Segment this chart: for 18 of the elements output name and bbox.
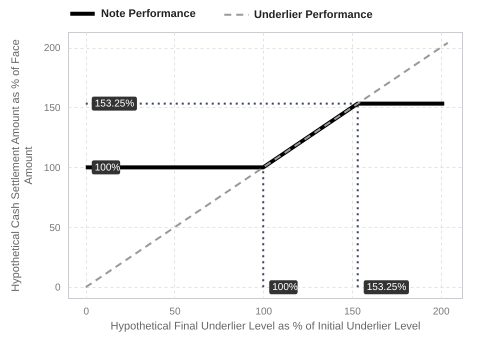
annotation: 153.25% [94, 98, 134, 110]
annotation: 100% [272, 282, 298, 294]
y-tick-label: 150 [44, 102, 61, 114]
y-tick-label: 200 [44, 43, 61, 54]
x-axis-title: Hypothetical Final Underlier Level as % of Initial Underlier Level [110, 320, 420, 332]
y-tick-label: 0 [54, 282, 61, 294]
annotation: 153.25% [366, 282, 406, 294]
legend-label: Underlier Performance [254, 8, 373, 21]
x-tick-label: 0 [83, 306, 90, 318]
annotation: 100% [94, 162, 120, 174]
legend-label: Note Performance [101, 8, 196, 20]
x-tick-label: 150 [344, 306, 362, 318]
x-tick-label: 100 [255, 306, 273, 318]
x-tick-label: 200 [432, 306, 450, 318]
x-tick-label: 50 [169, 306, 181, 318]
y-tick-label: 50 [49, 222, 61, 234]
y-tick-label: 100 [44, 162, 61, 174]
y-axis-title: Hypothetical Cash Settlement Amount as % of Face Amount [10, 39, 35, 292]
